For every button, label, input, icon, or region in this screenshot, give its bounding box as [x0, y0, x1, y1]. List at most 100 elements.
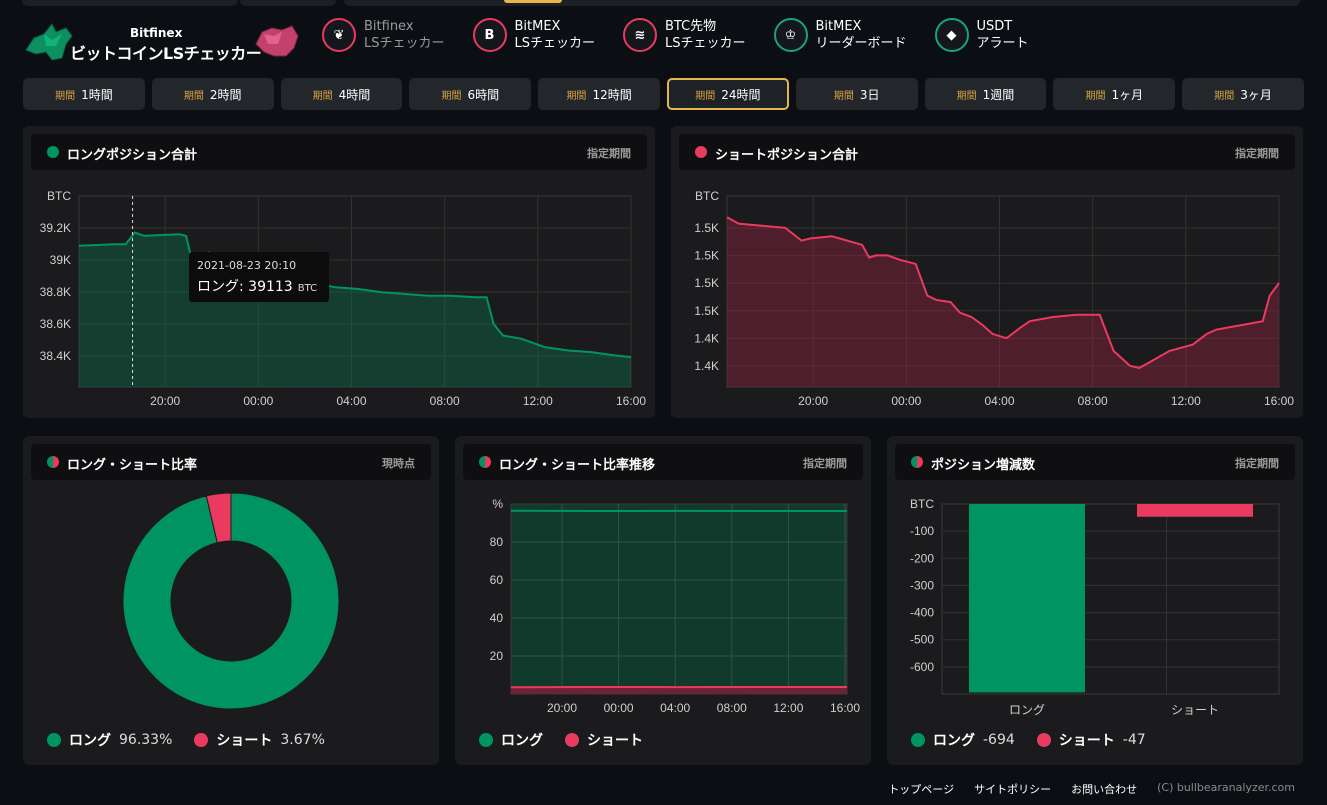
nav-item-2[interactable]: ≋ BTC先物 LSチェッカー — [623, 18, 746, 52]
x-tick-label: 08:00 — [1078, 394, 1108, 408]
panel-header: ポジション増減数 指定期間 — [895, 444, 1295, 480]
period-button[interactable]: 期間 3日 — [795, 78, 918, 110]
short-legend-label: ショート — [1058, 733, 1115, 749]
long-short-dot-icon — [911, 456, 923, 468]
period-button[interactable]: 期間 3ヶ月 — [1182, 78, 1304, 110]
y-tick-label: -100 — [910, 524, 934, 538]
footer-copyright: (C) bullbearanalyzer.com — [1157, 781, 1295, 794]
x-tick-label: 12:00 — [523, 394, 553, 408]
short-dot-icon — [695, 146, 707, 158]
y-tick-label: 39.2K — [40, 221, 71, 235]
site-logo[interactable]: Bitfinex ビットコインLSチェッカー — [22, 18, 302, 68]
panel-title: ロング・ショート比率推移 — [499, 458, 656, 473]
period-button[interactable]: 期間 12時間 — [538, 78, 660, 110]
x-tick-label: 12:00 — [1171, 394, 1201, 408]
x-tick-label: 04:00 — [336, 394, 366, 408]
period-label: 2時間 — [209, 87, 242, 102]
trend-legend: ロング ショート — [479, 730, 651, 750]
coins-icon: ≋ — [623, 18, 657, 52]
long-legend-label: ロング — [933, 733, 975, 749]
logo-title: ビットコインLSチェッカー — [70, 44, 262, 63]
long-total-chart[interactable]: 39.2K 39K 38.8K 38.6K 38.4K BTC 20:00 00:00 04:0… — [23, 126, 655, 418]
y-tick-label: 20 — [490, 649, 504, 663]
short-total-chart[interactable]: 1.5K 1.5K 1.5K 1.5K 1.4K 1.4K BTC 20:00 00:00 04:… — [671, 126, 1303, 418]
panel-header: ショートポジション合計 指定期間 — [679, 134, 1295, 170]
long-short-dot-icon — [479, 456, 491, 468]
long-legend-dot — [911, 733, 925, 747]
long-total-panel: ロングポジション合計 指定期間 39.2K 39K 38.8K 38.6K 38.4K B… — [23, 126, 655, 418]
long-dot-icon — [47, 146, 59, 158]
ratio-donut-chart[interactable] — [23, 436, 439, 765]
period-label: 3ヶ月 — [1240, 87, 1272, 102]
short-area — [511, 687, 847, 694]
nav-item-line2: リーダーボード — [815, 36, 907, 51]
period-button[interactable]: 期間 1週間 — [924, 78, 1047, 110]
nav-item-label: Bitfinex LSチェッカー — [364, 18, 445, 52]
period-button[interactable]: 期間 24時間 — [666, 78, 789, 110]
footer-link-contact[interactable]: お問い合わせ — [1071, 783, 1138, 796]
nav-item-line2: LSチェッカー — [514, 36, 596, 51]
footer-link-top[interactable]: トップページ — [888, 783, 955, 796]
y-tick-label: 1.4K — [694, 331, 719, 345]
y-tick-label: -500 — [910, 633, 934, 647]
top-tab-stub — [240, 0, 336, 6]
period-button[interactable]: 期間 2時間 — [151, 78, 274, 110]
x-tick-label: 16:00 — [616, 394, 646, 408]
period-button[interactable]: 期間 1時間 — [23, 78, 145, 110]
y-tick-label: 60 — [490, 573, 504, 587]
panel-title: ロング・ショート比率 — [67, 458, 198, 473]
bar-short — [1137, 504, 1253, 517]
nav-item-label: BitMEX リーダーボード — [816, 18, 907, 52]
period-prefix: 期間 — [1085, 90, 1106, 102]
nav-item-4[interactable]: ◆ USDT アラート — [934, 18, 1029, 52]
series-line — [726, 216, 1280, 369]
nav-item-line1: BitMEX — [514, 19, 561, 34]
nav-item-line1: BitMEX — [815, 19, 862, 34]
y-tick-label: 38.4K — [40, 349, 71, 363]
nav-item-line2: LSチェッカー — [665, 36, 746, 51]
x-tick-label: 00:00 — [891, 394, 921, 408]
period-label: 3日 — [859, 87, 880, 102]
bar-long — [969, 504, 1085, 693]
x-tick-label: ショート — [1171, 703, 1219, 717]
y-tick-label: 1.4K — [694, 359, 719, 373]
short-ratio-value: 3.67% — [280, 732, 325, 748]
nav-item-0[interactable]: ❦ Bitfinex LSチェッカー — [322, 18, 445, 52]
period-label: 1時間 — [81, 87, 113, 102]
period-selector: 期間 1時間 期間 2時間 期間 4時間 期間 6時間 期間 12時間 期間 24時間 期間 3日 期間 1週… — [23, 78, 1304, 110]
short-legend-dot — [194, 733, 209, 747]
y-tick-label: 40 — [490, 611, 504, 625]
period-button[interactable]: 期間 6時間 — [409, 78, 532, 110]
top-tab-active-indicator — [504, 0, 562, 3]
x-tick-label: 08:00 — [430, 394, 460, 408]
long-change-value: -694 — [983, 732, 1015, 748]
nav-item-1[interactable]: B BitMEX LSチェッカー — [472, 18, 596, 52]
footer-link-policy[interactable]: サイトポリシー — [974, 783, 1052, 796]
x-tick-label: 20:00 — [798, 394, 828, 408]
y-tick-label: 1.5K — [694, 276, 719, 290]
bitmex-b-icon: B — [472, 18, 507, 52]
period-prefix: 期間 — [956, 90, 977, 102]
nav-item-line2: LSチェッカー — [364, 36, 445, 51]
panel-period-tag: 指定期間 — [1235, 457, 1279, 470]
y-axis-unit: BTC — [910, 497, 934, 511]
period-label: 4時間 — [338, 87, 371, 102]
short-legend-dot — [1036, 733, 1051, 747]
period-label: 6時間 — [467, 87, 500, 102]
ratio-trend-chart[interactable]: % 80 60 40 20 20:00 00:00 04:00 08:00 12:00 16:00 — [455, 436, 871, 765]
period-button[interactable]: 期間 4時間 — [280, 78, 403, 110]
panel-header: ロング・ショート比率推移 指定期間 — [463, 444, 863, 480]
series-area — [727, 217, 1279, 387]
pie-slice-long — [122, 492, 340, 710]
nav-item-3[interactable]: ♔ BitMEX リーダーボード — [773, 18, 907, 52]
x-tick-label: 16:00 — [830, 701, 860, 715]
y-tick-label: -200 — [910, 551, 934, 565]
y-tick-label: 80 — [490, 535, 504, 549]
period-prefix: 期間 — [183, 90, 204, 102]
trophy-icon: ♔ — [773, 18, 808, 52]
period-button[interactable]: 期間 1ヶ月 — [1053, 78, 1176, 110]
tooltip-value: ロング: 39113 — [197, 279, 293, 295]
y-axis-unit: BTC — [47, 189, 71, 203]
short-legend-label: ショート — [216, 733, 273, 749]
